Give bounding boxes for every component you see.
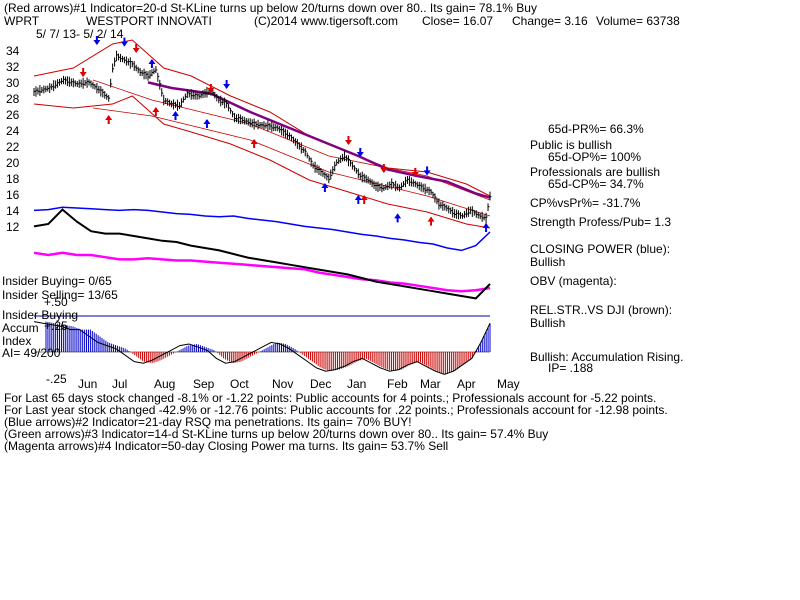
closing-power-label: CLOSING POWER (blue):	[530, 242, 671, 256]
index-label: Index	[2, 334, 32, 348]
month-label: Apr	[457, 377, 476, 391]
month-label: Aug	[154, 377, 176, 391]
relstr-label: REL.STR..VS DJI (brown):	[530, 303, 673, 317]
price-tick-label: 32	[6, 60, 20, 74]
blue-arrow-up-head	[172, 111, 180, 116]
insider-selling: Insider Selling= 13/65	[2, 288, 118, 302]
red-arrow-up-head	[360, 195, 368, 200]
ma50-line	[147, 81, 491, 199]
price-tick-label: 16	[6, 188, 20, 202]
blue-arrow-up-head	[321, 183, 329, 188]
month-label: Feb	[387, 377, 408, 391]
close-value: Close= 16.07	[422, 14, 494, 28]
price-tick-label: 22	[6, 140, 20, 154]
price-tick-label: 26	[6, 108, 20, 122]
footer-65-day: For Last 65 days stock changed -8.1% or …	[4, 391, 657, 405]
closing-power-line	[33, 206, 491, 252]
indicator-3-line: (Green arrows)#3 Indicator=14-d St-KLine…	[4, 427, 549, 441]
month-label: Dec	[310, 377, 332, 391]
month-label: May	[497, 377, 520, 391]
red-arrow-up-head	[250, 139, 258, 144]
company-name: WESTPORT INNOVATI	[86, 14, 212, 28]
cp-stat: 65d-CP%= 34.7%	[548, 177, 644, 191]
accumulation-status: Bullish: Accumulation Rising.	[530, 350, 684, 364]
blue-arrow-up-head	[203, 119, 211, 124]
ip-stat: IP= .188	[548, 361, 594, 375]
relstr-line	[33, 208, 491, 300]
price-tick-label: 24	[6, 124, 20, 138]
month-label: Sep	[193, 377, 215, 391]
professionals-status: Professionals are bullish	[530, 165, 661, 179]
plus-25-label: +.25	[44, 319, 68, 333]
ticker: WPRT	[4, 14, 40, 28]
month-label: Oct	[230, 377, 249, 391]
red-arrow-down-head	[132, 48, 140, 53]
red-arrow-up-head	[427, 216, 435, 222]
relstr-status: Bullish	[530, 316, 566, 330]
red-arrow-down-head	[207, 88, 215, 93]
blue-arrow-up-head	[148, 59, 156, 64]
accum-label: Accum	[2, 321, 39, 335]
copyright: (C)2014 www.tigersoft.com	[254, 14, 399, 28]
public-status: Public is bullish	[530, 138, 613, 152]
blue-arrow-up-head	[354, 195, 362, 200]
month-label: Mar	[420, 377, 441, 391]
red-arrow-up-head	[152, 107, 160, 112]
cpvspr-stat: CP%vsPr%= -31.7%	[530, 196, 641, 210]
obv-line	[33, 251, 491, 293]
indicator-1-line: (Red arrows)#1 Indicator=20-d St-KLine t…	[4, 1, 537, 15]
month-label: Jul	[112, 377, 128, 391]
footer-1-year: For Last year stock changed -42.9% or -1…	[4, 403, 668, 417]
obv-label: OBV (magenta):	[530, 274, 617, 288]
volume-value: Volume= 63738	[596, 14, 680, 28]
red-arrow-down-head	[79, 72, 87, 77]
blue-arrow-down-head	[356, 152, 364, 157]
blue-arrow-down-head	[223, 84, 231, 89]
accum-ma-line	[33, 321, 491, 375]
ai-value: AI= 49/200	[2, 346, 61, 360]
op-stat: 65d-OP%= 100%	[548, 150, 642, 164]
red-arrow-down-head	[411, 172, 419, 177]
price-tick-label: 12	[6, 220, 20, 234]
change-value: Change= 3.16	[512, 14, 588, 28]
indicator-4-line: (Magenta arrows)#4 Indicator=50-day Clos…	[4, 439, 449, 453]
blue-arrow-down-head	[120, 41, 128, 47]
insider-buying-label: Insider Buying	[2, 308, 79, 322]
minus-25-label: -.25	[46, 372, 67, 386]
date-range: 5/ 7/ 13- 5/ 2/ 14	[36, 27, 124, 41]
red-arrow-down-head	[380, 168, 388, 173]
month-label: Jan	[347, 377, 367, 391]
upper-band-line	[33, 39, 491, 197]
inner-lower-band-line	[92, 107, 491, 217]
blue-arrow-down-head	[93, 40, 101, 45]
price-tick-label: 20	[6, 156, 20, 170]
price-tick-label: 18	[6, 172, 20, 186]
blue-arrow-down-head	[423, 170, 431, 176]
pr-stat: 65d-PR%= 66.3%	[548, 122, 644, 136]
red-arrow-up-head	[105, 115, 113, 120]
strength-stat: Strength Profess/Pub= 1.3	[530, 215, 672, 229]
insider-buying: Insider Buying= 0/65	[2, 274, 112, 288]
blue-arrow-up-head	[482, 223, 490, 228]
plus-50-label: +.50	[44, 295, 68, 309]
month-label: Jun	[78, 377, 98, 391]
price-tick-label: 30	[6, 76, 20, 90]
blue-arrow-up-head	[394, 213, 402, 219]
indicator-2-line: (Blue arrows)#2 Indicator=21-day RSQ ma …	[4, 415, 412, 429]
lower-band-line	[33, 95, 491, 229]
price-tick-label: 14	[6, 204, 20, 218]
closing-power-status: Bullish	[530, 255, 566, 269]
red-arrow-down-head	[344, 140, 352, 145]
month-label: Nov	[272, 377, 294, 391]
price-tick-label: 28	[6, 92, 20, 106]
price-tick-label: 34	[6, 44, 20, 58]
